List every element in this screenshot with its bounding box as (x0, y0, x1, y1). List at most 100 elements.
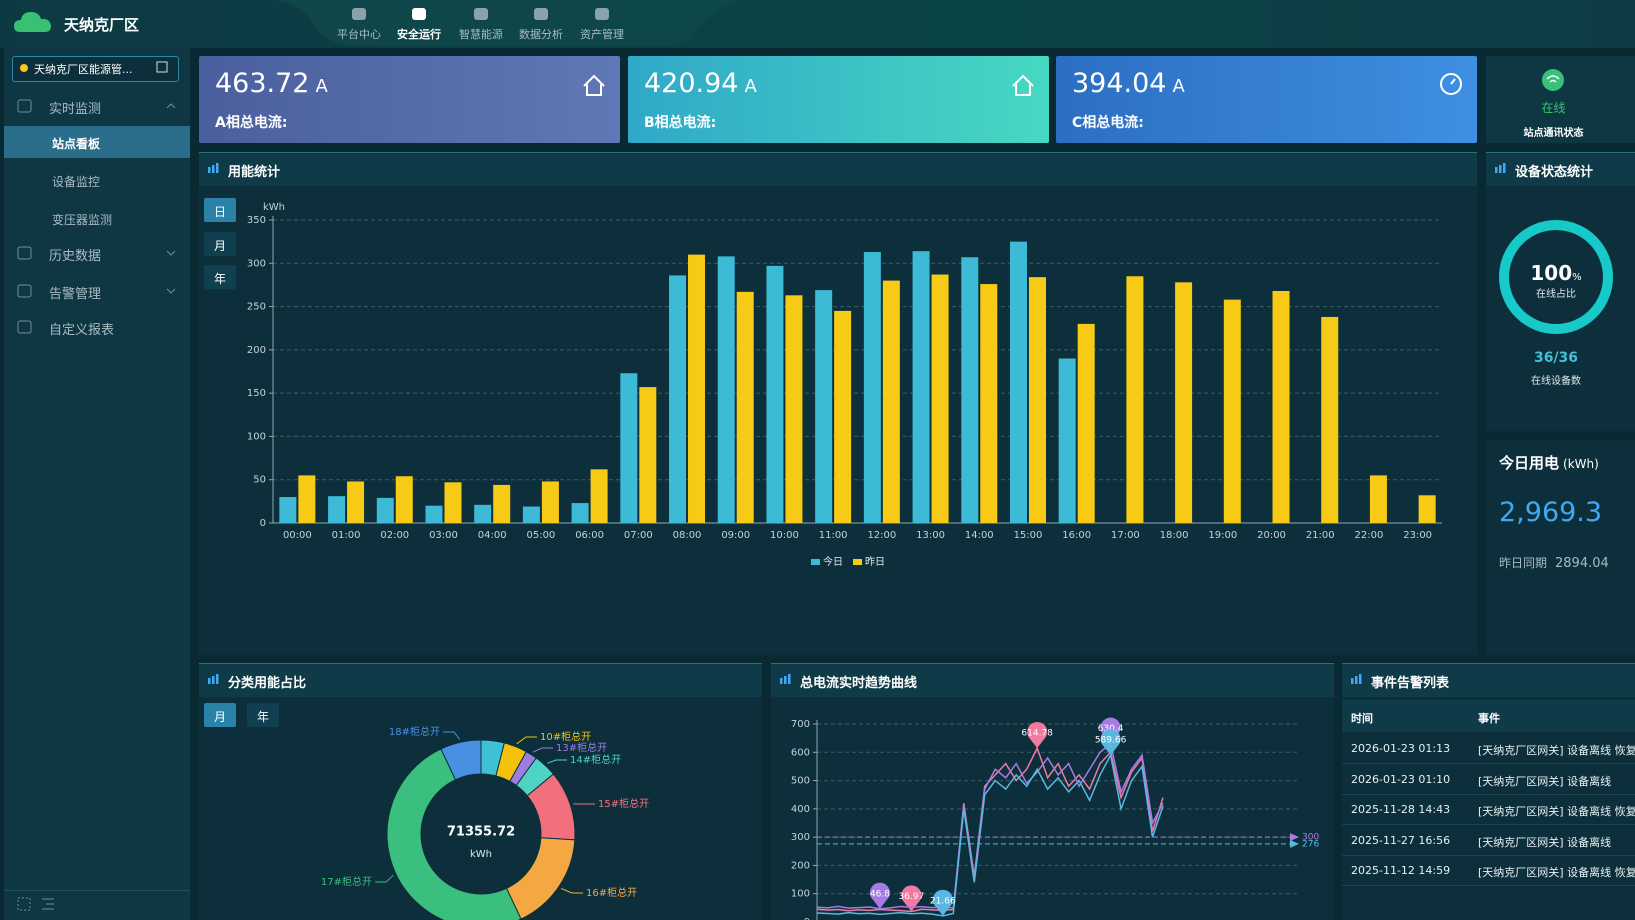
panel-icon (1503, 163, 1506, 173)
x-tick-label: 21:00 (1306, 530, 1335, 541)
menu-item[interactable]: 实时监测 (49, 102, 102, 117)
period-button-label[interactable]: 月 (213, 239, 226, 253)
extreme-pin-label: 21.66 (930, 896, 956, 906)
table-cell: [天纳克厂区网关] 设备离线 恢复 (1478, 866, 1635, 879)
card-value-row: 394.04 A (1072, 68, 1185, 99)
mark-line-arrow (1290, 839, 1299, 848)
x-tick-label: 02:00 (380, 530, 409, 541)
panel-header (771, 663, 1334, 697)
menu-chevron (166, 288, 176, 294)
x-tick-label: 17:00 (1111, 530, 1140, 541)
donut-slice (440, 739, 482, 781)
sidebar (4, 48, 190, 920)
bar (1418, 495, 1436, 523)
menu-item[interactable]: 历史数据 (49, 249, 102, 264)
site-select-text[interactable]: 天纳克厂区能源管... (34, 63, 133, 76)
bar (931, 274, 949, 523)
trend-panel (771, 663, 1334, 920)
nav-item[interactable]: 数据分析 (519, 28, 563, 41)
extreme-pin (869, 882, 890, 909)
today-title: 今日用电 (1499, 454, 1560, 472)
panel-icon (208, 678, 211, 684)
bar (1028, 277, 1046, 523)
bar (522, 506, 540, 523)
y-axis-unit: kWh (263, 202, 285, 213)
extreme-pin (1027, 721, 1048, 749)
nav-item[interactable]: 智慧能源 (459, 28, 503, 41)
card-value: 463.72 (215, 68, 310, 99)
donut-unit: kWh (470, 849, 492, 860)
today-title-row: 今日用电 (kWh) (1499, 452, 1599, 473)
bar (1369, 475, 1387, 523)
y-tick-label: 150 (247, 388, 266, 399)
card-value-row: 420.94 A (644, 68, 757, 99)
bar (1175, 282, 1193, 523)
bar (298, 475, 316, 523)
nav-item[interactable]: 资产管理 (580, 28, 624, 41)
legend-label: 昨日 (865, 556, 885, 568)
slice-label: 16#柜总开 (586, 886, 637, 899)
bar (980, 284, 998, 523)
menu-item[interactable]: 自定义报表 (49, 323, 115, 338)
x-tick-label: 10:00 (770, 530, 799, 541)
bar (279, 497, 297, 523)
label-leader (547, 759, 567, 764)
compare-value: 2894.04 (1555, 556, 1609, 571)
submenu-item[interactable]: 设备监控 (52, 175, 101, 189)
extreme-pin (901, 885, 922, 912)
x-tick-label: 11:00 (819, 530, 848, 541)
slice-label: 15#柜总开 (598, 797, 649, 810)
period-button-label[interactable]: 年 (256, 710, 269, 724)
header-bar (0, 0, 1635, 48)
slice-label: 10#柜总开 (540, 730, 591, 743)
status-card (1486, 56, 1635, 143)
nav-item[interactable]: 平台中心 (337, 28, 381, 41)
y-tick-label: 250 (247, 302, 266, 313)
table-cell: [天纳克厂区网关] 设备离线 (1478, 774, 1612, 788)
table-cell: 2026-01-23 01:10 (1351, 772, 1451, 786)
wifi-icon (1546, 75, 1560, 83)
extreme-pin-label: 589.66 (1095, 736, 1127, 746)
footer-icon (42, 898, 54, 910)
bar (541, 481, 559, 523)
submenu-item[interactable]: 变压器监测 (52, 213, 113, 227)
x-tick-label: 14:00 (965, 530, 994, 541)
nav-item[interactable]: 安全运行 (397, 28, 441, 41)
x-tick-label: 13:00 (916, 530, 945, 541)
period-button (204, 703, 236, 727)
submenu-item[interactable]: 站点看板 (52, 137, 101, 151)
card-unit: A (1172, 76, 1185, 97)
nav-icon (474, 8, 488, 20)
card-label: B相总电流: (644, 115, 717, 131)
nav-icon (412, 8, 426, 20)
bar (669, 275, 687, 523)
x-tick-label: 03:00 (429, 530, 458, 541)
header-curve (270, 0, 740, 46)
menu-icon (17, 246, 32, 260)
panel-icon (1351, 678, 1354, 684)
card-value-row: 463.72 A (215, 68, 328, 99)
x-tick-label: 00:00 (283, 530, 312, 541)
menu-item[interactable]: 告警管理 (49, 287, 102, 302)
panel-icon (1499, 165, 1502, 173)
period-button-label[interactable]: 年 (213, 272, 226, 286)
nav-icon (595, 8, 609, 20)
period-button-label[interactable]: 日 (213, 205, 226, 219)
today-unit: (kWh) (1563, 457, 1599, 471)
panel-header (1486, 152, 1635, 186)
active-menu-item (4, 126, 190, 158)
x-tick-label: 19:00 (1208, 530, 1237, 541)
current-card (1056, 56, 1477, 143)
panel-icon (1495, 167, 1498, 173)
label-leader (375, 874, 394, 883)
y-tick-label: 200 (791, 860, 810, 871)
label-leader (443, 731, 461, 740)
y-tick-label: 500 (791, 776, 810, 787)
table-row-divider (1342, 793, 1635, 795)
compare-row: 昨日同期 2894.04 (1499, 554, 1635, 571)
period-button-label[interactable]: 月 (213, 710, 226, 724)
extreme-pin-label: 614.78 (1021, 729, 1053, 739)
table-row-divider (1342, 763, 1635, 764)
period-button (204, 198, 236, 222)
